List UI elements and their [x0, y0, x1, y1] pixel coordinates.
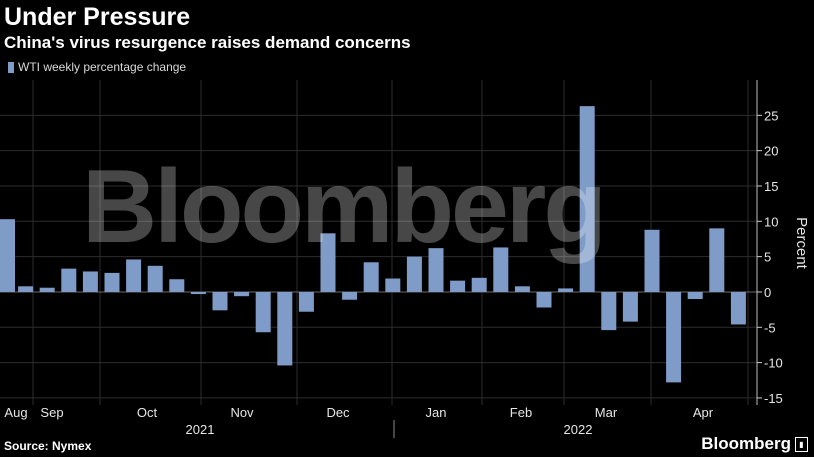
chart-title: Under Pressure: [4, 3, 191, 31]
bar: [82, 271, 98, 292]
bar: [644, 229, 660, 292]
bar: [514, 286, 530, 292]
bar: [666, 291, 682, 383]
x-tick-label: Jan: [426, 405, 447, 420]
bar: [406, 256, 422, 292]
bar: [298, 291, 314, 312]
legend-label: WTI weekly percentage change: [18, 60, 187, 74]
bar: [61, 268, 77, 292]
y-tick-label: 20: [764, 144, 778, 159]
y-tick-label: 5: [764, 250, 771, 265]
x-tick-label: Nov: [230, 405, 254, 420]
bar: [104, 272, 120, 292]
year-label: 2021: [186, 422, 215, 437]
bar: [730, 291, 746, 325]
y-tick-label: 0: [764, 285, 771, 300]
bar: [363, 262, 379, 292]
bar: [190, 291, 206, 295]
bar: [385, 278, 401, 292]
bar: [601, 291, 617, 331]
bar: [18, 286, 34, 292]
y-axis-label: Percent: [793, 217, 810, 270]
y-axis-ticks: -15 -10 -5 0 5 10 15 20 25: [756, 80, 783, 406]
bar: [39, 287, 55, 292]
legend: WTI weekly percentage change: [8, 60, 186, 74]
bar: [622, 291, 638, 322]
horizontal-grid-lines: [0, 114, 757, 399]
bar: [126, 259, 142, 292]
x-tick-label: Oct: [137, 405, 158, 420]
x-tick-label: Apr: [693, 405, 714, 420]
bar: [579, 106, 595, 292]
x-tick-label: Sep: [40, 405, 63, 420]
year-label: 2022: [564, 422, 593, 437]
y-tick-label: 10: [764, 214, 778, 229]
y-tick-label: -5: [764, 320, 776, 335]
legend-swatch: [8, 61, 14, 73]
bar: [536, 291, 552, 308]
bar: [450, 280, 466, 292]
chart-icon: ▮: [795, 436, 808, 452]
logo-text: Bloomberg: [701, 434, 791, 453]
x-tick-label: Aug: [4, 405, 27, 420]
bar: [277, 291, 293, 366]
chart-subtitle: China's virus resurgence raises demand c…: [4, 33, 411, 52]
x-tick-label: Dec: [326, 405, 350, 420]
bar: [234, 291, 250, 297]
bar: [0, 219, 15, 292]
bar: [471, 277, 487, 292]
bar: [428, 248, 444, 292]
bar: [558, 288, 574, 292]
bar: [493, 247, 509, 292]
x-tick-label: Mar: [595, 405, 618, 420]
bloomberg-logo: Bloomberg ▮: [701, 434, 808, 454]
bar: [212, 291, 228, 311]
bar: [342, 291, 358, 300]
y-tick-label: 25: [764, 108, 778, 123]
x-axis: Aug Sep Oct Nov Dec Jan Feb Mar Apr 2021 2022: [4, 405, 714, 438]
y-tick-label: -15: [764, 391, 783, 406]
bar: [320, 233, 336, 292]
source-note: Source: Nymex: [4, 439, 92, 453]
y-tick-label: 15: [764, 179, 778, 194]
bar: [147, 265, 163, 292]
bar: [255, 291, 271, 333]
bar-series: [0, 106, 746, 383]
bar: [169, 279, 185, 292]
x-tick-label: Feb: [510, 405, 532, 420]
y-tick-label: -10: [764, 356, 783, 371]
vertical-grid-lines: [32, 80, 749, 405]
bar: [687, 291, 703, 300]
bar: [709, 228, 725, 292]
